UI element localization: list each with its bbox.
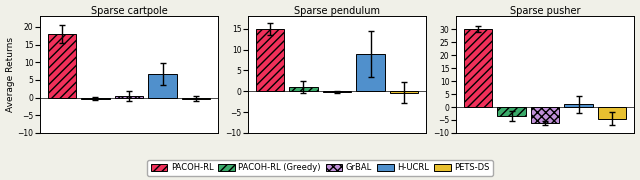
Title: Sparse pusher: Sparse pusher <box>510 6 580 15</box>
Bar <box>148 74 177 98</box>
Bar <box>598 107 627 119</box>
Bar <box>464 29 492 107</box>
Bar <box>115 96 143 98</box>
Y-axis label: Average Returns: Average Returns <box>6 37 15 112</box>
Bar <box>390 91 419 93</box>
Title: Sparse pendulum: Sparse pendulum <box>294 6 380 15</box>
Bar <box>564 104 593 107</box>
Legend: PACOH-RL, PACOH-RL (Greedy), GrBAL, H-UCRL, PETS-DS: PACOH-RL, PACOH-RL (Greedy), GrBAL, H-UC… <box>147 160 493 176</box>
Bar <box>182 98 211 99</box>
Bar <box>531 107 559 123</box>
Title: Sparse cartpole: Sparse cartpole <box>91 6 168 15</box>
Bar <box>356 54 385 91</box>
Bar <box>48 34 76 98</box>
Bar <box>323 91 351 92</box>
Bar <box>256 29 284 91</box>
Bar <box>497 107 525 116</box>
Bar <box>81 98 109 99</box>
Bar <box>289 87 317 91</box>
